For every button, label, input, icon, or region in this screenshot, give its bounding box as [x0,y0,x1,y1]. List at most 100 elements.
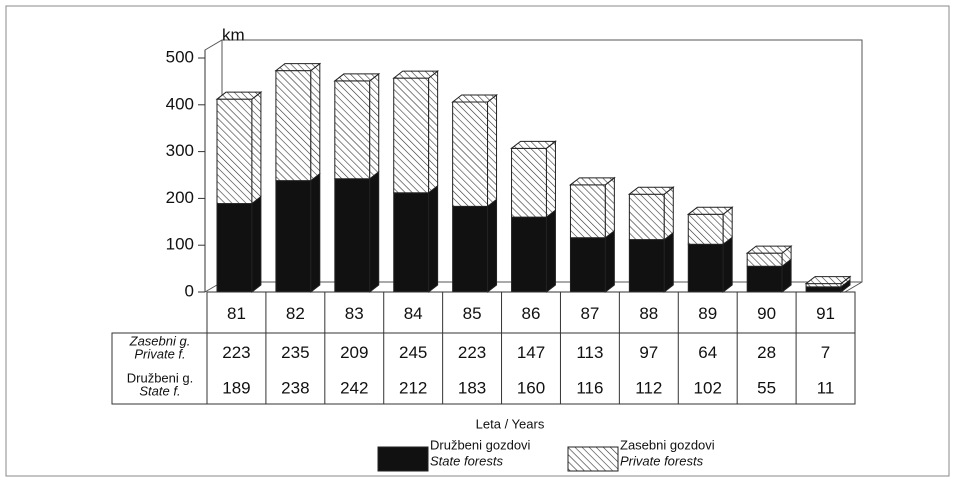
x-tick-label: 83 [345,304,364,323]
table-value: 223 [458,343,486,362]
bar-top [215,91,263,100]
legend-swatch [567,446,619,472]
bar [569,237,606,293]
table-value: 112 [635,378,662,397]
x-tick-label: 88 [639,304,658,323]
x-tick-label: 86 [522,304,541,323]
y-tick-label: 0 [185,281,194,300]
bar-side [251,91,262,205]
y-tick-label: 200 [166,188,194,207]
x-tick-label: 82 [286,304,305,323]
bar [216,203,253,293]
bar-top [686,206,734,215]
bar [805,286,842,293]
x-tick-label: 85 [463,304,482,323]
table-value: 28 [757,343,776,362]
table-value: 64 [698,343,717,362]
x-tick-label: 87 [580,304,599,323]
bar-side [604,229,615,294]
legend-label: Družbeni gozdovi [430,437,531,452]
table-label-frame [111,332,208,405]
x-axis-label: Leta / Years [476,416,545,431]
y-tick-label: 300 [166,141,194,160]
bar [746,252,783,267]
bar-side [310,62,321,182]
table-value: 183 [458,378,486,397]
table-row-label: Družbeni g. [127,370,193,385]
table-value: 235 [281,343,309,362]
table-value: 11 [817,378,835,397]
bar-top [392,70,440,79]
bar [452,101,489,207]
bar-top [804,276,852,285]
bar-side [604,176,615,239]
bar [746,265,783,293]
bar-side [428,70,439,194]
bar [569,184,606,239]
bar [275,180,312,293]
legend-label: Zasebni gozdovi [620,437,715,452]
y-tick-label: 100 [166,235,194,254]
table-value: 189 [222,378,250,397]
bar [628,193,665,241]
legend-swatch [377,446,429,472]
table-value: 102 [694,378,722,397]
bar-top [627,186,675,195]
bar-side [663,231,674,294]
bar-top [274,63,322,72]
bar-side [310,172,321,294]
legend-label-en: Private forests [620,453,704,468]
y-tick-label: 400 [166,94,194,113]
table-value: 113 [576,343,603,362]
table-value: 245 [399,343,427,362]
table-value: 238 [281,378,309,397]
y-axis-label: km [222,25,245,44]
x-tick-label: 81 [227,304,246,323]
bar-side [722,236,733,294]
bar-top [333,73,381,82]
bar-side [545,140,556,219]
bar [393,77,430,194]
bar [452,205,489,293]
bar-top [745,245,793,254]
bar-side [369,170,380,294]
bar-side [545,209,556,294]
table-value: 223 [222,343,250,362]
table-row-label: Zasebni g. [129,333,191,348]
bar [628,239,665,293]
bar [216,98,253,205]
bar-side [251,195,262,294]
x-tick-label: 84 [404,304,423,323]
table-row-label-en: Private f. [134,346,185,361]
bar [687,213,724,245]
x-tick-label: 89 [698,304,717,323]
table-value: 209 [340,343,368,362]
bar [334,80,371,180]
legend-label-en: State forests [430,453,503,468]
frame [5,5,950,477]
table-value: 160 [517,378,545,397]
bar [275,70,312,182]
bar-top [568,177,616,186]
y-tick-label: 500 [166,47,194,66]
bar-side [369,72,380,180]
bar [511,216,547,293]
bar [393,192,430,293]
bar-side [663,186,674,241]
bar [511,147,547,218]
bar-side [428,184,439,294]
table-value: 7 [821,343,830,362]
bar-side [487,198,498,294]
table-value: 97 [639,343,658,362]
bar-top [510,140,557,149]
table-value: 116 [576,378,603,397]
table-value: 55 [757,378,776,397]
table-row-label-en: State f. [139,383,180,398]
x-tick-label: 90 [757,304,776,323]
bar [334,178,371,293]
x-tick-label: 91 [816,304,835,323]
table-value: 147 [517,343,545,362]
table-value: 212 [399,378,427,397]
table-value: 242 [340,378,368,397]
